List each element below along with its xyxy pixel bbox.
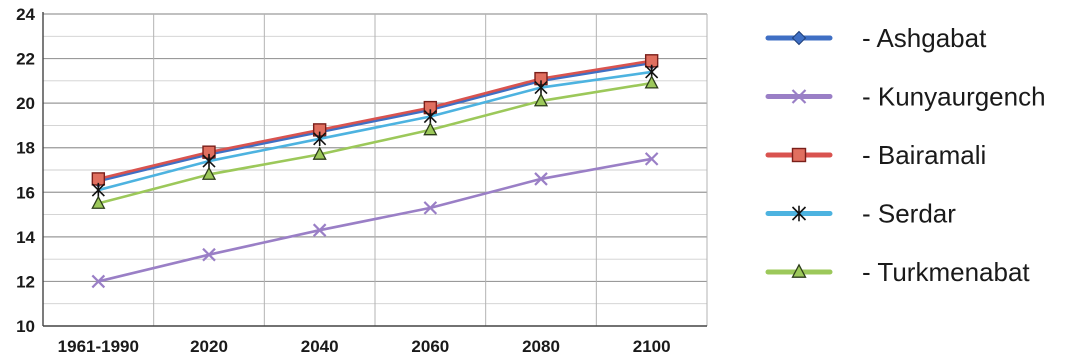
y-tick-label: 16 <box>16 183 35 202</box>
data-point <box>202 153 216 169</box>
data-point <box>201 166 217 180</box>
point-marker <box>423 121 438 136</box>
x-tick-label: 2040 <box>301 337 339 356</box>
point-marker <box>423 201 438 215</box>
legend-item: - Bairamali <box>765 140 986 170</box>
data-point <box>91 195 106 209</box>
point-marker <box>533 92 549 107</box>
legend-label: - Ashgabat <box>862 23 987 53</box>
point-marker <box>644 75 659 89</box>
grid <box>43 13 708 326</box>
series-line <box>97 81 653 205</box>
legend-item: - Kunyaurgench <box>765 82 1046 112</box>
y-tick-label: 14 <box>16 228 35 247</box>
data-point <box>312 223 327 237</box>
y-tick-label: 10 <box>16 317 35 336</box>
series-line <box>97 70 653 192</box>
data-point <box>202 247 216 262</box>
x-tick-label: 2100 <box>633 337 671 356</box>
y-tick-labels: 10 12 14 16 18 20 22 24 <box>16 5 35 336</box>
point-marker <box>91 274 106 289</box>
y-tick-label: 24 <box>16 5 35 24</box>
data-point <box>423 201 438 215</box>
y-tick-label: 12 <box>16 272 35 291</box>
series-line <box>97 59 653 181</box>
legend-label: - Bairamali <box>862 140 986 170</box>
x-tick-label: 2060 <box>411 337 449 356</box>
point-marker <box>534 172 548 186</box>
data-point <box>313 131 327 146</box>
series-line <box>97 157 653 283</box>
data-point <box>791 205 807 222</box>
data-point <box>791 89 807 104</box>
data-point <box>644 75 659 89</box>
legend-item: - Serdar <box>765 199 956 229</box>
point-marker <box>312 223 327 237</box>
data-point <box>534 80 548 95</box>
legend-label: - Serdar <box>862 199 956 229</box>
data-point <box>423 121 438 136</box>
x-tick-label: 1961-1990 <box>58 337 139 356</box>
data-point <box>312 146 327 160</box>
series-3 <box>91 54 659 186</box>
point-marker <box>312 146 327 160</box>
axes <box>42 12 707 327</box>
series-line <box>97 61 653 183</box>
point-marker <box>91 195 106 209</box>
y-tick-label: 22 <box>16 50 35 69</box>
legend-label: - Turkmenabat <box>862 257 1030 287</box>
point-marker <box>791 89 807 104</box>
data-point <box>423 109 437 124</box>
x-tick-label: 2080 <box>522 337 560 356</box>
legend-item: - Turkmenabat <box>765 257 1030 287</box>
data-point <box>534 172 548 186</box>
legend-item: - Ashgabat <box>765 23 987 53</box>
series-4 <box>91 64 659 198</box>
y-tick-label: 20 <box>16 94 35 113</box>
series-lines <box>91 54 659 289</box>
data-point <box>91 274 106 289</box>
legend-label: - Kunyaurgench <box>862 82 1046 112</box>
point-marker <box>791 147 807 163</box>
series-2 <box>91 152 659 289</box>
point-marker <box>791 30 807 46</box>
legend: - Ashgabat - Kunyaurgench - Bairamali - Ser… <box>765 23 1046 287</box>
x-tick-label: 2020 <box>190 337 228 356</box>
data-point <box>533 92 549 107</box>
data-point <box>91 182 105 198</box>
point-marker <box>791 263 807 278</box>
y-tick-label: 18 <box>16 139 35 158</box>
data-point <box>644 152 659 166</box>
point-marker <box>202 247 216 262</box>
series-5 <box>91 75 659 209</box>
point-marker <box>644 152 659 166</box>
point-marker <box>201 166 217 180</box>
data-point <box>791 30 807 46</box>
data-point <box>791 263 807 278</box>
x-tick-labels: 1961-1990 2020 2040 2060 2080 2100 <box>58 337 671 356</box>
data-point <box>791 147 807 163</box>
